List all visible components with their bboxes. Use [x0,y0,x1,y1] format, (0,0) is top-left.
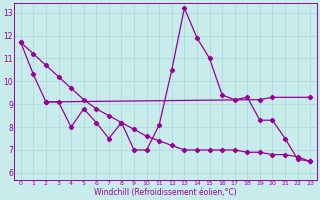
X-axis label: Windchill (Refroidissement éolien,°C): Windchill (Refroidissement éolien,°C) [94,188,237,197]
